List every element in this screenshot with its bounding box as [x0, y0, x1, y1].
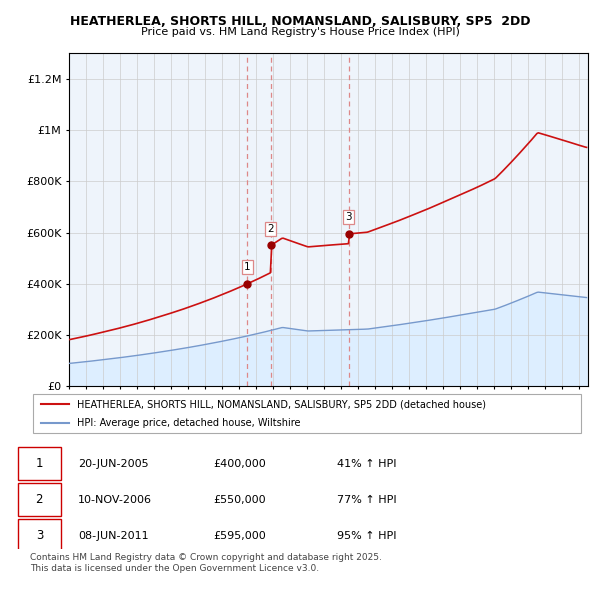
Text: 10-NOV-2006: 10-NOV-2006 — [78, 494, 152, 504]
Text: 41% ↑ HPI: 41% ↑ HPI — [337, 458, 397, 468]
Text: £595,000: £595,000 — [214, 530, 266, 540]
FancyBboxPatch shape — [33, 394, 581, 433]
Text: 20-JUN-2005: 20-JUN-2005 — [78, 458, 149, 468]
Bar — [18, 447, 61, 480]
Text: 1: 1 — [244, 263, 250, 273]
Bar — [18, 519, 61, 552]
Text: 77% ↑ HPI: 77% ↑ HPI — [337, 494, 397, 504]
Text: £400,000: £400,000 — [214, 458, 266, 468]
Text: HPI: Average price, detached house, Wiltshire: HPI: Average price, detached house, Wilt… — [77, 418, 301, 428]
Text: 95% ↑ HPI: 95% ↑ HPI — [337, 530, 397, 540]
Text: 2: 2 — [35, 493, 43, 506]
Text: £550,000: £550,000 — [214, 494, 266, 504]
Text: 08-JUN-2011: 08-JUN-2011 — [78, 530, 149, 540]
Text: Contains HM Land Registry data © Crown copyright and database right 2025.
This d: Contains HM Land Registry data © Crown c… — [30, 553, 382, 573]
Text: Price paid vs. HM Land Registry's House Price Index (HPI): Price paid vs. HM Land Registry's House … — [140, 28, 460, 37]
Text: 3: 3 — [346, 212, 352, 222]
Bar — [18, 483, 61, 516]
Text: HEATHERLEA, SHORTS HILL, NOMANSLAND, SALISBURY, SP5  2DD: HEATHERLEA, SHORTS HILL, NOMANSLAND, SAL… — [70, 15, 530, 28]
Text: HEATHERLEA, SHORTS HILL, NOMANSLAND, SALISBURY, SP5 2DD (detached house): HEATHERLEA, SHORTS HILL, NOMANSLAND, SAL… — [77, 399, 486, 409]
Text: 3: 3 — [35, 529, 43, 542]
Text: 2: 2 — [268, 224, 274, 234]
Text: 1: 1 — [35, 457, 43, 470]
